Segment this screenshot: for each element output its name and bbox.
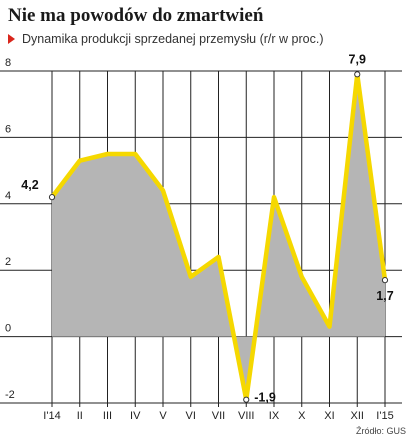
x-tick-label-3: IV <box>130 410 141 422</box>
y-tick-label-4: 6 <box>5 123 11 135</box>
data-point-marker-11 <box>354 71 361 78</box>
x-tick-label-0: I'14 <box>43 410 60 422</box>
y-tick-label-5: 8 <box>5 57 11 69</box>
markers <box>48 71 389 403</box>
y-tick-label-2: 2 <box>5 256 11 268</box>
data-label-7: -1,9 <box>254 391 276 405</box>
y-tick-label-1: 0 <box>5 323 11 335</box>
data-labels: 4,2 -1,9 7,9 1,7 <box>21 52 393 404</box>
data-label-11: 7,9 <box>349 52 366 66</box>
data-label-12: 1,7 <box>376 289 393 303</box>
data-point-marker-12 <box>381 277 389 284</box>
line-layer <box>49 72 388 402</box>
x-tick-label-5: VI <box>186 410 196 422</box>
x-axis-ticks: I'14 II III IV V VI VII VIII IX X XI XII I'15 <box>43 410 393 422</box>
x-tick-label-6: VII <box>212 410 225 422</box>
x-tick-label-2: III <box>103 410 112 422</box>
x-tick-label-12: I'15 <box>376 410 393 422</box>
x-tick-label-1: II <box>77 410 83 422</box>
x-tick-label-4: V <box>159 410 167 422</box>
triangle-marker-icon <box>8 34 15 44</box>
y-axis-ticks: -2 0 2 4 6 8 <box>5 57 15 401</box>
x-tick-label-9: X <box>298 410 306 422</box>
y-tick-label-0: -2 <box>5 389 15 401</box>
y-tick-label-3: 4 <box>5 190 11 202</box>
data-point-marker-0 <box>48 194 56 201</box>
x-tick-label-11: XII <box>351 410 364 422</box>
chart-subtitle: Dynamika produkcji sprzedanej przemysłu … <box>22 32 324 46</box>
source-note: Źródło: GUS <box>355 426 406 436</box>
chart-title: Nie ma powodów do zmartwień <box>8 5 264 26</box>
x-tick-label-10: XI <box>324 410 334 422</box>
data-point-marker-7 <box>243 396 250 403</box>
data-label-0: 4,2 <box>21 178 38 192</box>
x-tick-label-7: VIII <box>238 410 255 422</box>
subtitle-row: Dynamika produkcji sprzedanej przemysłu … <box>8 32 323 46</box>
x-tick-label-8: IX <box>269 410 280 422</box>
series-line <box>49 72 388 402</box>
